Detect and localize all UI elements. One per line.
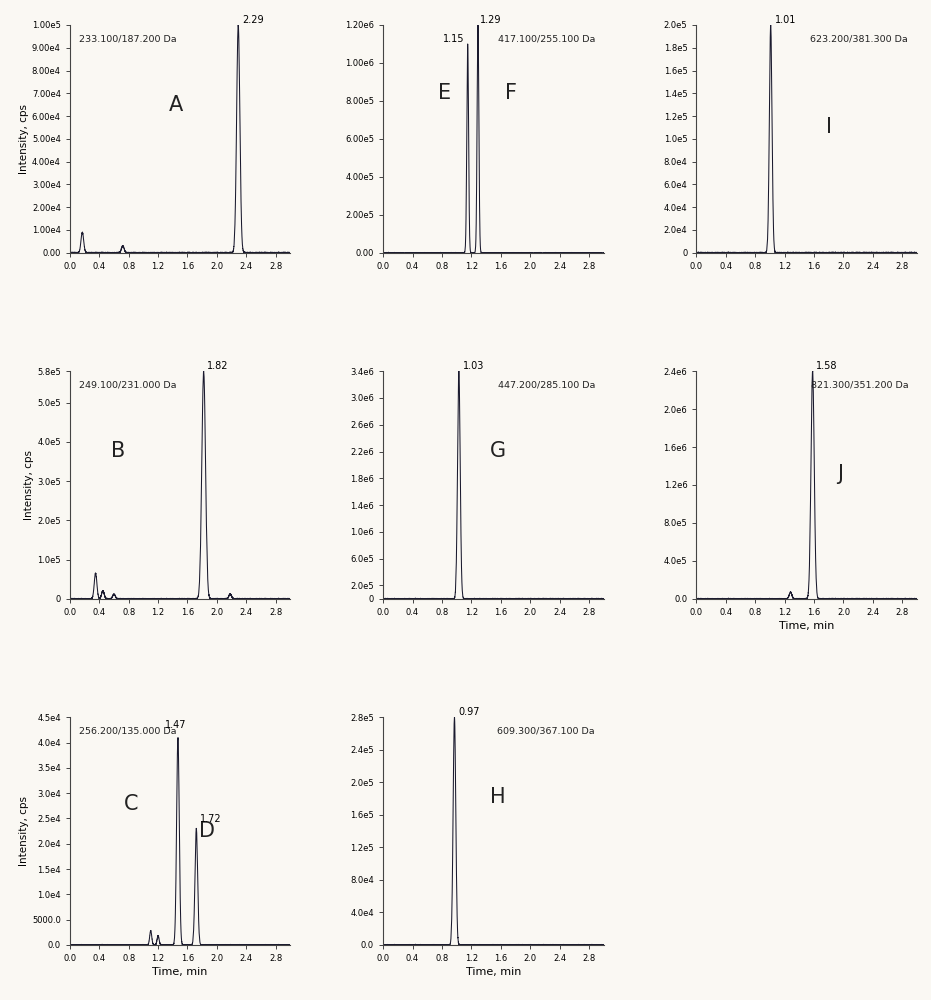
Text: 1.15: 1.15 (443, 34, 465, 44)
Text: 623.200/381.300 Da: 623.200/381.300 Da (811, 34, 909, 43)
Text: F: F (506, 83, 517, 103)
Text: 2.29: 2.29 (242, 15, 263, 25)
Text: H: H (490, 787, 506, 807)
Text: 1.29: 1.29 (480, 15, 502, 25)
Text: 1.01: 1.01 (776, 15, 797, 25)
Text: J: J (837, 464, 843, 484)
Y-axis label: Intensity, cps: Intensity, cps (24, 450, 34, 520)
Text: 821.300/351.200 Da: 821.300/351.200 Da (811, 380, 909, 389)
Text: E: E (439, 83, 452, 103)
Text: B: B (111, 441, 126, 461)
Y-axis label: Intensity, cps: Intensity, cps (20, 796, 29, 866)
Text: 249.100/231.000 Da: 249.100/231.000 Da (78, 380, 176, 389)
X-axis label: Time, min: Time, min (779, 621, 834, 631)
Text: 1.47: 1.47 (165, 720, 186, 730)
Text: 256.200/135.000 Da: 256.200/135.000 Da (78, 726, 176, 735)
Text: I: I (826, 117, 831, 137)
Text: 447.200/285.100 Da: 447.200/285.100 Da (497, 380, 595, 389)
Text: G: G (490, 441, 506, 461)
Y-axis label: Intensity, cps: Intensity, cps (19, 104, 29, 174)
Text: 1.82: 1.82 (208, 361, 229, 371)
Text: 417.100/255.100 Da: 417.100/255.100 Da (497, 34, 595, 43)
Text: C: C (125, 794, 139, 814)
Text: 609.300/367.100 Da: 609.300/367.100 Da (497, 726, 595, 735)
Text: A: A (169, 95, 182, 115)
X-axis label: Time, min: Time, min (466, 967, 521, 977)
Text: 1.03: 1.03 (464, 361, 485, 371)
X-axis label: Time, min: Time, min (153, 967, 208, 977)
Text: D: D (198, 821, 215, 841)
Text: 233.100/187.200 Da: 233.100/187.200 Da (78, 34, 176, 43)
Text: 0.97: 0.97 (459, 707, 480, 717)
Text: 1.72: 1.72 (200, 814, 222, 824)
Text: 1.58: 1.58 (816, 361, 837, 371)
